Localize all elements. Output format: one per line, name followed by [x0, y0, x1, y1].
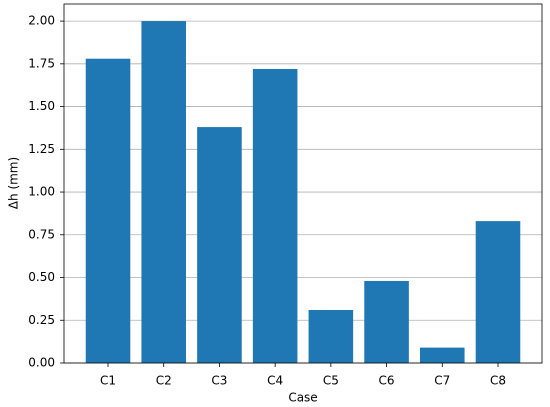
x-tick-label: C5 — [323, 374, 339, 388]
y-axis-label: Δh (mm) — [7, 157, 21, 209]
bar — [141, 21, 187, 363]
bar — [308, 310, 354, 363]
bar — [197, 127, 242, 363]
x-tick-label: C1 — [100, 374, 116, 388]
y-tick-label: 1.75 — [28, 56, 55, 70]
x-axis-label: Case — [288, 391, 317, 405]
x-tick-label: C6 — [379, 374, 395, 388]
y-tick-label: 0.50 — [28, 270, 55, 284]
x-tick-label: C4 — [267, 374, 283, 388]
y-tick-label: 0.25 — [28, 313, 55, 327]
bar — [419, 347, 465, 363]
x-tick-label: C2 — [156, 374, 172, 388]
bar — [475, 221, 521, 363]
bar-layer — [85, 21, 521, 363]
y-tick-label: 0.00 — [28, 356, 55, 370]
bar — [85, 58, 131, 363]
x-tick-label: C3 — [211, 374, 227, 388]
y-tick-label: 1.00 — [28, 185, 55, 199]
x-tick-label: C8 — [490, 374, 506, 388]
bar — [364, 280, 409, 363]
x-tick-label: C7 — [434, 374, 450, 388]
grid-layer — [64, 20, 542, 364]
y-tick-label: 2.00 — [28, 14, 55, 28]
bar — [252, 68, 298, 363]
y-tick-label: 1.50 — [28, 99, 55, 113]
y-tick-label: 0.75 — [28, 227, 55, 241]
plot-frame — [63, 3, 543, 364]
y-tick-label: 1.25 — [28, 142, 55, 156]
